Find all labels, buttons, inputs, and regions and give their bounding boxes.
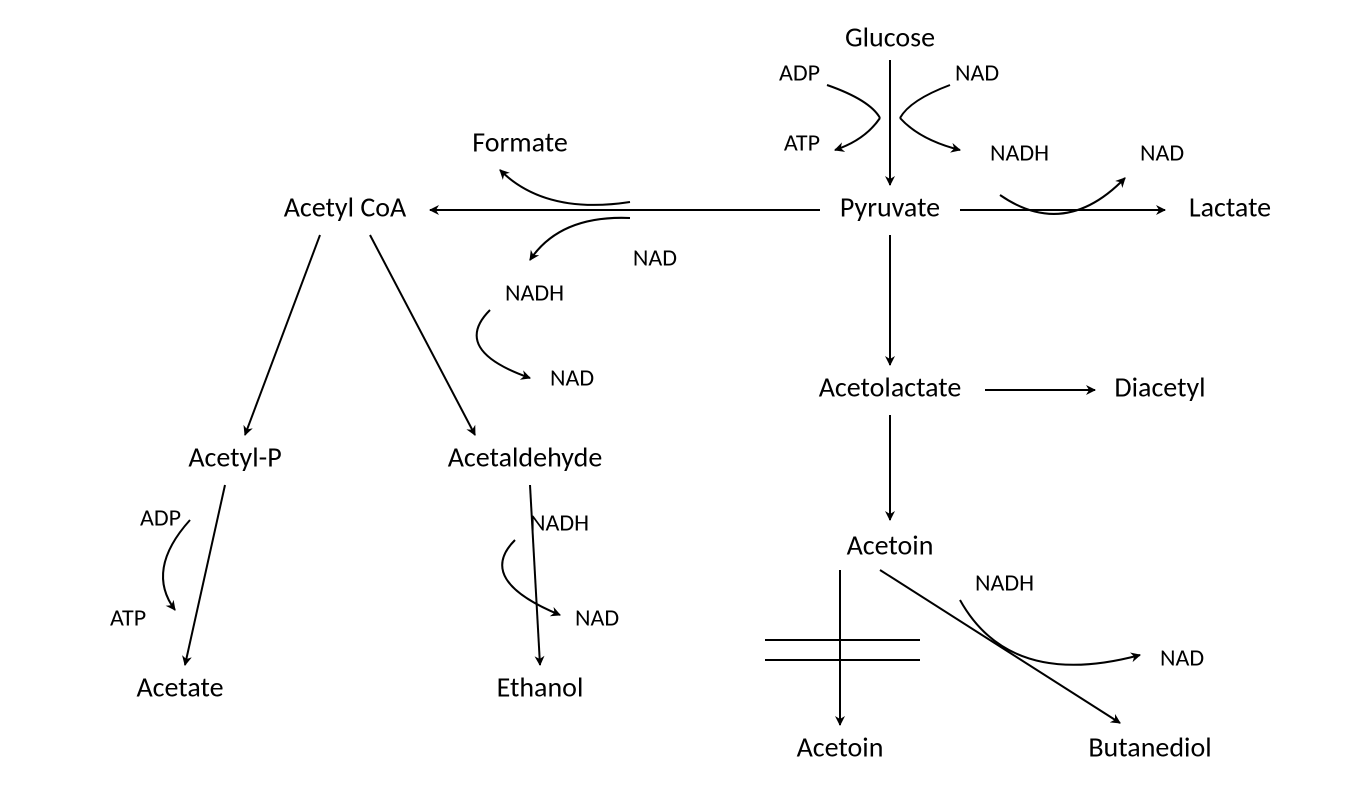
node-acetyl_coa: Acetyl CoA xyxy=(284,190,407,225)
cofactor-ac_nadh1: NADH xyxy=(505,279,564,308)
curve-glc-adp-in xyxy=(827,85,880,118)
node-acetoin2: Acetoin xyxy=(797,730,884,765)
cofactor-al_nad2: NAD xyxy=(575,604,619,633)
curve-lac-nadh-nad xyxy=(1000,178,1125,214)
edge-acetylp-acetate xyxy=(185,485,225,665)
curve-glc-nadh-out xyxy=(900,118,960,150)
cofactor-glc_adp: ADP xyxy=(779,59,820,88)
node-pyruvate: Pyruvate xyxy=(840,190,940,225)
node-butanediol: Butanediol xyxy=(1088,730,1211,765)
node-acetate: Acetate xyxy=(136,670,223,705)
curve-bd-nadh-nad xyxy=(960,600,1140,665)
node-ethanol: Ethanol xyxy=(497,670,584,705)
node-acetoin1: Acetoin xyxy=(847,528,934,563)
curve-ac-nadh-nad xyxy=(477,310,530,378)
curve-glc-atp-out xyxy=(835,118,880,150)
cofactor-lac_nad: NAD xyxy=(1140,139,1184,168)
edge-acetylcoa-acetaldehyde xyxy=(370,235,475,435)
cofactor-glc_nad: NAD xyxy=(955,59,999,88)
pathway-diagram: Glucose Pyruvate Lactate Acetyl CoA Formate A… xyxy=(0,0,1346,808)
cofactor-pyr_nad: NAD xyxy=(633,244,677,273)
node-formate: Formate xyxy=(472,125,568,160)
cofactor-ap_adp: ADP xyxy=(140,504,181,533)
curve-glc-nad-in xyxy=(900,85,950,118)
curve-al-nadh-nad xyxy=(502,540,560,615)
cofactor-glc_atp: ATP xyxy=(784,129,820,158)
node-acetyl_p: Acetyl-P xyxy=(188,440,281,475)
curve-pyr-nad-in xyxy=(530,218,630,260)
node-acetolactate: Acetolactate xyxy=(819,370,962,405)
node-glucose: Glucose xyxy=(845,20,935,55)
cofactor-glc_nadh: NADH xyxy=(990,139,1049,168)
curve-ap-adp-atp xyxy=(163,520,190,610)
cofactor-bd_nadh: NADH xyxy=(975,569,1034,598)
node-acetaldehyde: Acetaldehyde xyxy=(448,440,603,475)
cofactor-bd_nad: NAD xyxy=(1160,644,1204,673)
curve-pyr-formate xyxy=(500,170,630,205)
cofactor-ac_nad1: NAD xyxy=(550,364,594,393)
node-diacetyl: Diacetyl xyxy=(1114,370,1205,405)
cofactor-al_nadh2: NADH xyxy=(530,509,589,538)
cofactor-ap_atp: ATP xyxy=(110,604,146,633)
node-lactate: Lactate xyxy=(1189,190,1271,225)
edge-acetylcoa-acetylp xyxy=(245,235,320,435)
